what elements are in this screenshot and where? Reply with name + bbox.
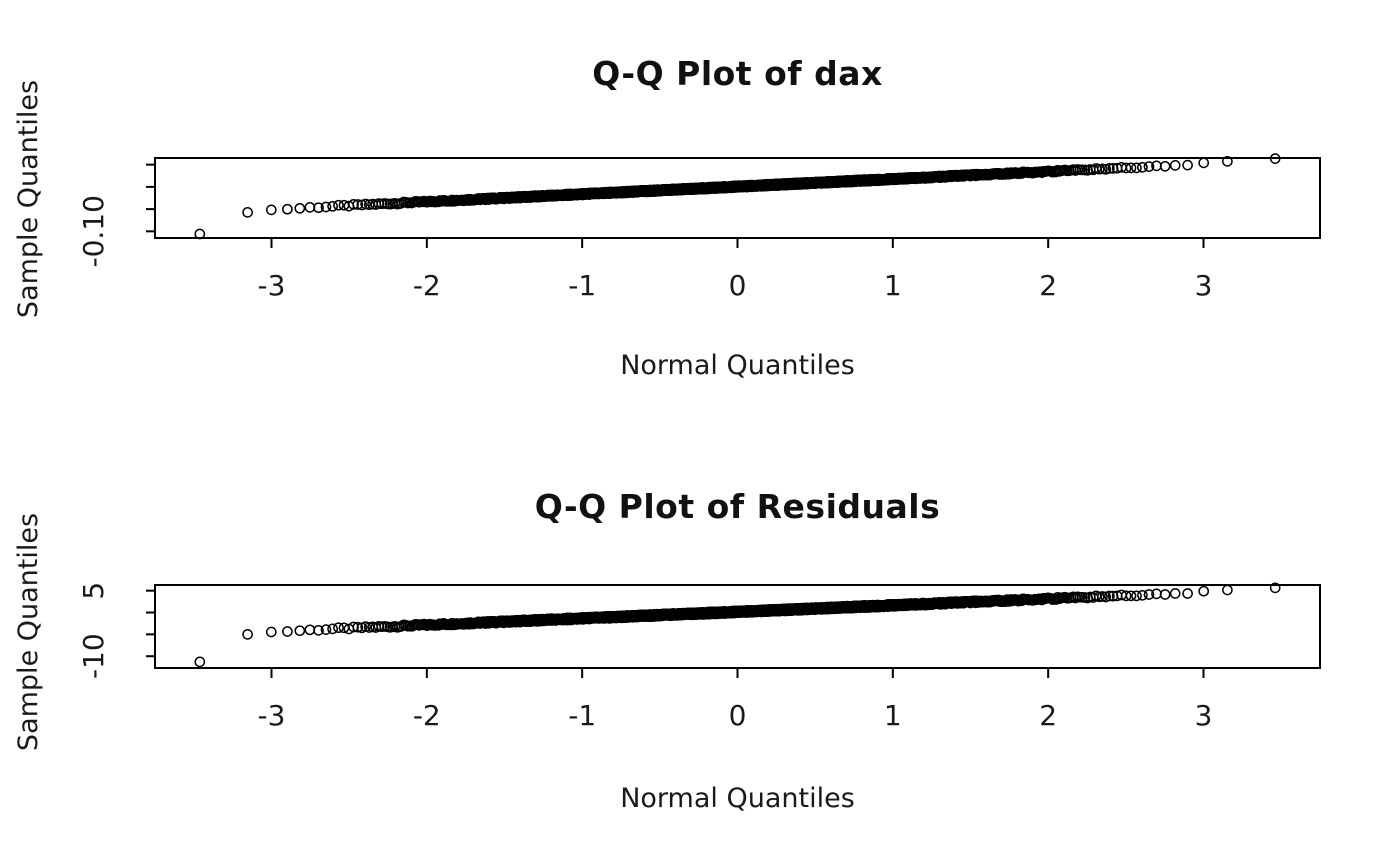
- qq-point: [1137, 161, 1148, 173]
- qq-point: [352, 199, 364, 210]
- qq-point: [304, 202, 316, 213]
- y-tick-label: 5: [77, 582, 110, 600]
- qq-point: [1143, 161, 1155, 172]
- y-tick-label: -10: [77, 633, 110, 679]
- qq-point: [1137, 589, 1148, 601]
- figure-qq-dax: -0.10 -3 -2 -1 0 1 2 3 Q-Q Plot of dax Sample Q…: [13, 54, 1321, 381]
- qq-point: [348, 621, 359, 633]
- qq-points-layer: [194, 582, 1281, 668]
- plot-canvas-residuals: 5-10-3 -2 -1 0 1 2 3: [77, 582, 1321, 732]
- qq-point: [1097, 163, 1108, 175]
- qq-point: [1198, 585, 1210, 597]
- x-tick-label: -2: [413, 269, 441, 302]
- qq-point: [1093, 163, 1105, 175]
- qq-point: [194, 228, 206, 240]
- x-axis-label-dax: Normal Quantiles: [620, 350, 855, 381]
- plot-title-residuals: Q-Q Plot of Residuals: [534, 487, 941, 526]
- qq-point: [327, 623, 338, 635]
- qq-point: [1125, 162, 1137, 174]
- qq-point: [1222, 156, 1233, 167]
- qq-point: [242, 629, 253, 640]
- x-tick-label: 0: [729, 269, 747, 302]
- qq-point: [294, 202, 306, 214]
- qq-point: [1120, 590, 1132, 602]
- x-tick-label: -2: [413, 699, 441, 732]
- qq-point: [333, 622, 344, 634]
- qq-point: [265, 204, 277, 216]
- qq-point: [1131, 162, 1142, 174]
- qq-point: [1104, 163, 1115, 174]
- qq-point: [320, 201, 332, 213]
- qq-point: [1159, 160, 1171, 172]
- qq-points-layer: [194, 153, 1281, 240]
- qq-point: [1169, 588, 1181, 599]
- qq-point: [313, 202, 324, 214]
- qq-point: [333, 199, 344, 211]
- y-axis-label-residuals: Sample Quantiles: [13, 512, 44, 752]
- x-tick-label: 3: [1195, 699, 1213, 732]
- qq-point: [1104, 590, 1115, 602]
- qq-point: [304, 624, 316, 636]
- x-tick-label: -3: [258, 699, 286, 732]
- qq-point: [327, 200, 338, 212]
- qq-point: [1169, 160, 1181, 171]
- x-tick-label: 0: [729, 699, 747, 732]
- x-tick-label: -3: [258, 269, 286, 302]
- x-tick-label: 2: [1039, 269, 1057, 302]
- qq-point: [348, 199, 359, 210]
- qq-point: [313, 625, 324, 636]
- x-tick-label: 3: [1195, 269, 1213, 302]
- qq-point: [1198, 157, 1210, 169]
- qq-point: [1120, 162, 1132, 174]
- qq-point: [1093, 591, 1105, 603]
- figure-qq-residuals: 5 -10 -3 -2 -1 0 1 2 3 Q-Q Plot of Residuals Sam…: [0, 433, 1400, 866]
- qq-point: [1125, 590, 1137, 602]
- qq-point: [242, 207, 253, 218]
- qq-point: [1131, 590, 1142, 602]
- qq-point: [1159, 589, 1171, 600]
- qq-point: [396, 620, 408, 632]
- qq-point: [1143, 589, 1155, 600]
- qq-point: [1182, 588, 1193, 599]
- plot-title-dax: Q-Q Plot of dax: [592, 54, 883, 93]
- x-axis-label-residuals: Normal Quantiles: [620, 783, 855, 814]
- qq-point: [1269, 582, 1281, 594]
- qq-point: [294, 625, 306, 637]
- plot-canvas-dax: -0.10 -3 -2 -1 0 1 2 3: [77, 153, 1321, 302]
- qq-point: [282, 626, 293, 637]
- y-tick-label: -0.10: [77, 195, 110, 267]
- qq-point: [194, 656, 206, 668]
- qq-point: [282, 203, 293, 215]
- qq-point: [1269, 153, 1281, 164]
- qq-point: [1182, 159, 1193, 171]
- qq-point: [265, 626, 277, 638]
- x-tick-label: 2: [1039, 699, 1057, 732]
- x-tick-label: -1: [568, 699, 596, 732]
- x-tick-label: -1: [568, 269, 596, 302]
- qq-point: [320, 624, 332, 635]
- x-tick-label: 1: [884, 699, 902, 732]
- qq-point: [1222, 584, 1233, 596]
- x-tick-label: 1: [884, 269, 902, 302]
- qq-point: [352, 621, 364, 633]
- y-axis-label-dax: Sample Quantiles: [13, 79, 44, 319]
